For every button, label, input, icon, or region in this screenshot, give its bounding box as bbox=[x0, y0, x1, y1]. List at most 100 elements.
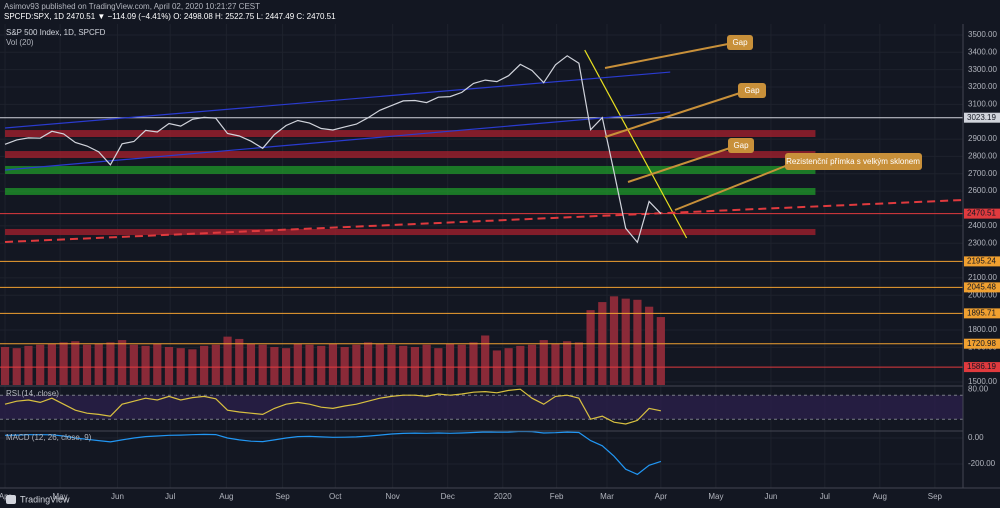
callout-box bbox=[738, 83, 766, 98]
x-tick-label: Sep bbox=[928, 492, 943, 501]
x-tick-label: May bbox=[708, 492, 723, 501]
volume-bar bbox=[235, 338, 244, 385]
zone bbox=[5, 165, 816, 174]
volume-bar bbox=[153, 343, 162, 385]
volume-bar bbox=[434, 348, 443, 385]
volume-bar bbox=[36, 344, 45, 385]
volume-bar bbox=[141, 345, 150, 385]
volume-bar bbox=[328, 343, 338, 385]
volume-bar bbox=[457, 344, 466, 385]
volume-bar bbox=[118, 340, 127, 385]
callout-line bbox=[604, 92, 741, 138]
level-label-box bbox=[964, 256, 1000, 267]
volume-bar bbox=[176, 348, 185, 385]
macd-title: MACD (12, 26, close, 9) bbox=[6, 433, 92, 442]
annotation: Rezistenční přímka s velkým sklonem bbox=[786, 157, 920, 166]
callout-line bbox=[674, 164, 789, 211]
x-tick-label: Apr bbox=[0, 492, 12, 501]
quote: SPCFD:SPX, 1D 2470.51 ▼ −114.09 (−4.41%)… bbox=[4, 12, 336, 21]
volume-bar bbox=[129, 344, 138, 385]
rsi-title: RSI (14, close) bbox=[6, 389, 59, 398]
volume-bar bbox=[317, 345, 326, 385]
level-label-box bbox=[964, 112, 1000, 123]
zone bbox=[5, 228, 816, 236]
y-tick-label: 1500.00 bbox=[968, 377, 997, 386]
trendline bbox=[584, 49, 688, 239]
volume-bar bbox=[293, 343, 302, 385]
volume-bar bbox=[94, 343, 103, 385]
callout-box bbox=[785, 153, 922, 170]
trendline bbox=[4, 198, 964, 243]
volume-bar bbox=[282, 348, 291, 385]
callouts: Gap Gap Gap Rezistenční přímka s velkým … bbox=[604, 35, 922, 211]
volume-bar bbox=[363, 342, 373, 385]
volume-bar bbox=[445, 343, 455, 385]
volume-bar bbox=[563, 341, 572, 385]
volume-bar bbox=[645, 306, 654, 385]
zone bbox=[5, 130, 816, 137]
volume-bar bbox=[527, 344, 537, 385]
volume-bar bbox=[375, 343, 384, 385]
rsi-line bbox=[4, 388, 662, 425]
callout-line bbox=[604, 43, 729, 69]
annotation: Gap bbox=[733, 141, 749, 150]
volume-bar bbox=[200, 345, 209, 385]
volume-bar bbox=[469, 342, 478, 385]
callout-box bbox=[728, 138, 754, 153]
macd-tick-label: 0.00 bbox=[968, 433, 984, 442]
trendline bbox=[4, 71, 671, 129]
volume-bar bbox=[211, 344, 220, 385]
macd-tick-label: -200.00 bbox=[968, 459, 996, 468]
volume-bar bbox=[0, 346, 10, 385]
zone bbox=[5, 151, 816, 158]
y-tick-label: 2900.00 bbox=[968, 134, 997, 143]
x-tick-label: Sep bbox=[275, 492, 290, 501]
level-label-box bbox=[964, 308, 1000, 319]
x-tick-label: Jul bbox=[820, 492, 830, 501]
volume-bar bbox=[106, 342, 115, 385]
volume-bar bbox=[633, 299, 642, 385]
volume-bar bbox=[305, 344, 314, 385]
x-tick-label: 2020 bbox=[494, 492, 512, 501]
level-label: 1895.71 bbox=[967, 308, 996, 317]
volume-bar bbox=[410, 346, 420, 385]
level-label: 1586.19 bbox=[967, 362, 996, 371]
volume-bar bbox=[246, 343, 256, 385]
level-label: 3023.19 bbox=[967, 113, 996, 122]
chart-title: S&P 500 Index, 1D, SPCFD bbox=[6, 28, 106, 37]
y-tick-label: 3400.00 bbox=[968, 47, 997, 56]
volume-bar bbox=[258, 344, 267, 385]
x-tick-label: Nov bbox=[386, 492, 400, 501]
volume-bar bbox=[71, 341, 80, 385]
rsi-tick-label: 80.00 bbox=[968, 384, 989, 393]
macd-line bbox=[4, 430, 662, 476]
publisher: Asimov93 published on TradingView.com, A… bbox=[4, 2, 260, 11]
level-label: 2195.24 bbox=[967, 256, 996, 265]
y-tick-label: 3100.00 bbox=[968, 99, 997, 108]
volume-bar bbox=[516, 345, 525, 385]
y-tick-label: 2800.00 bbox=[968, 152, 997, 161]
y-tick-label: 2300.00 bbox=[968, 238, 997, 247]
volume-bar bbox=[504, 348, 513, 385]
y-tick-label: 3500.00 bbox=[968, 30, 997, 39]
volume-bar bbox=[352, 344, 361, 385]
volume-bar bbox=[539, 340, 548, 385]
volume-bar bbox=[481, 335, 490, 385]
volume-bar bbox=[12, 348, 21, 385]
volume-bar bbox=[47, 343, 56, 385]
level-label: 1720.98 bbox=[967, 339, 996, 348]
volume-bar bbox=[586, 310, 595, 385]
level-label-box bbox=[964, 362, 1000, 373]
y-tick-label: 2000.00 bbox=[968, 290, 997, 299]
brand: TradingView bbox=[20, 494, 70, 504]
volume-bar bbox=[164, 346, 174, 385]
volume-bar bbox=[59, 342, 68, 385]
volume-bar bbox=[24, 345, 33, 385]
volume-bar bbox=[82, 344, 92, 385]
y-tick-label: 3200.00 bbox=[968, 82, 997, 91]
level-label: 2045.48 bbox=[967, 282, 996, 291]
y-tick-label: 2100.00 bbox=[968, 273, 997, 282]
volume-bar bbox=[270, 346, 279, 385]
